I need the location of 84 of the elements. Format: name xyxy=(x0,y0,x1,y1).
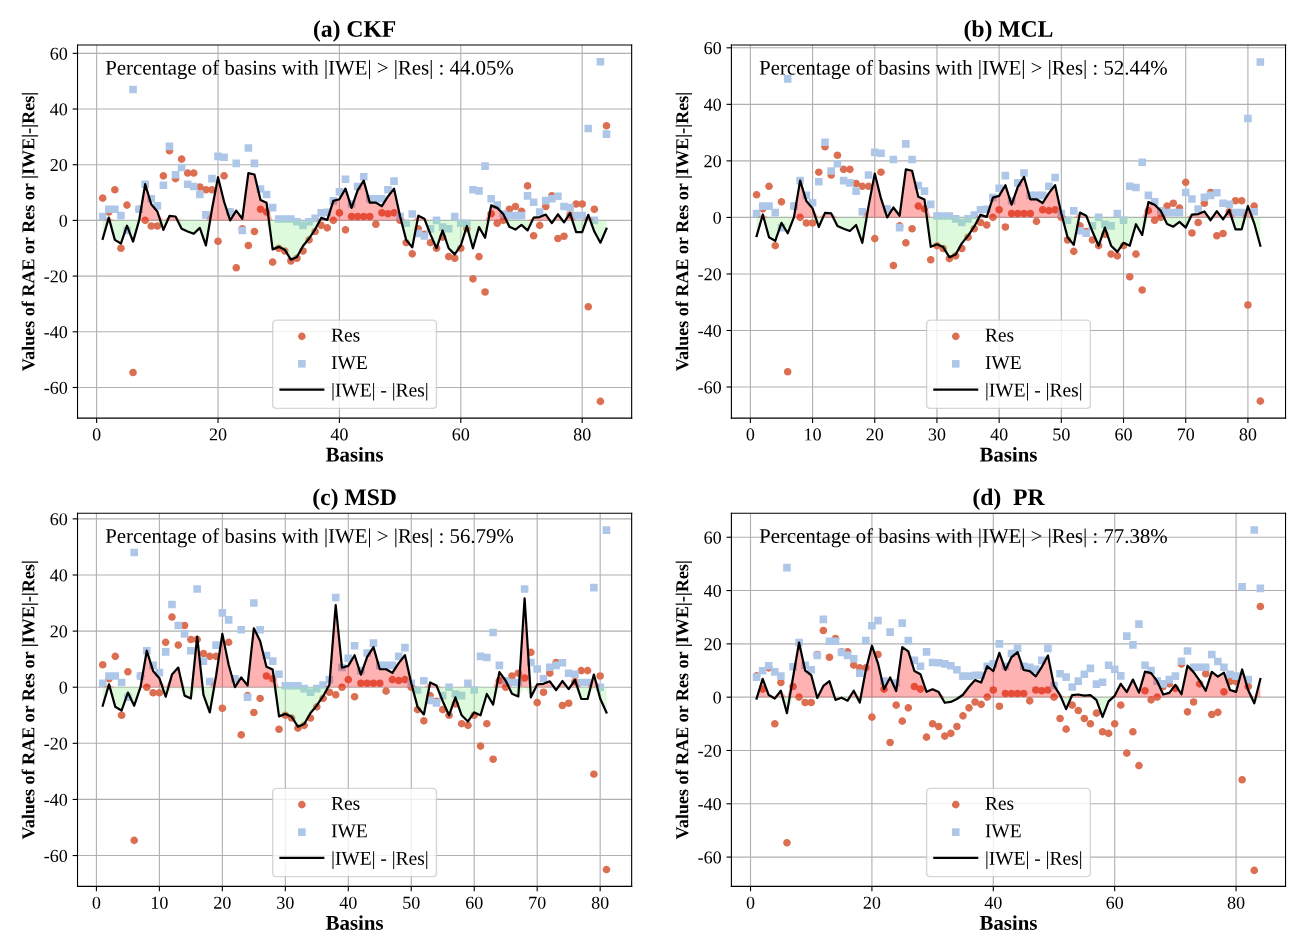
annotation: Percentage of basins with |IWE| > |Res| : 52.44% xyxy=(759,59,1167,80)
x-tick-label: 30 xyxy=(928,428,946,441)
y-tick-label: -40 xyxy=(44,793,68,806)
annotation: Percentage of basins with |IWE| > |Res| : 44.05% xyxy=(105,59,514,80)
x-tick-label: 10 xyxy=(151,896,168,909)
y-tick-label: 20 xyxy=(704,638,721,651)
annotation: Percentage of basins with |IWE| > |Res| : 77.38% xyxy=(759,528,1167,548)
y-axis-title: Values of RAE or Res or |IWE|-|Res| xyxy=(21,561,39,840)
x-tick-label: 40 xyxy=(984,896,1002,909)
y-tick-label: 60 xyxy=(704,531,721,544)
x-tick-label: 60 xyxy=(452,428,470,441)
x-tick-label: 60 xyxy=(465,896,483,909)
y-tick-label: 60 xyxy=(704,42,721,55)
y-tick-label: 0 xyxy=(713,211,721,224)
x-tick-label: 80 xyxy=(591,896,609,909)
x-tick-label: 0 xyxy=(746,428,755,441)
legend-label: |IWE| - |Res| xyxy=(986,851,1082,869)
y-tick-label: -60 xyxy=(698,381,721,394)
y-tick-label: 60 xyxy=(50,47,68,60)
x-tick-label: 80 xyxy=(573,428,591,441)
y-tick-label: -40 xyxy=(698,798,721,811)
y-tick-label: 40 xyxy=(703,584,721,597)
legend-label: |IWE| - |Res| xyxy=(986,382,1082,401)
x-tick-label: 10 xyxy=(805,428,821,441)
x-tick-label: 60 xyxy=(1115,428,1132,441)
y-tick-label: 60 xyxy=(50,513,68,526)
y-tick-label: -40 xyxy=(698,324,721,337)
legend-label: Res xyxy=(985,328,1014,342)
x-axis-title: Basins xyxy=(325,446,384,462)
y-tick-label: 40 xyxy=(50,103,68,116)
legend-label: Res xyxy=(331,797,360,810)
y-axis-title: Values of RAE or Res or |IWE|-|Res| xyxy=(21,93,39,372)
y-tick-label: 0 xyxy=(59,681,68,694)
y-tick-label: -20 xyxy=(698,268,721,281)
x-tick-label: 40 xyxy=(990,428,1008,441)
legend-label: IWE xyxy=(985,824,1021,838)
y-tick-label: 40 xyxy=(703,98,721,111)
chart-title: (c) MSD xyxy=(313,488,396,510)
chart-title: (b) MCL xyxy=(964,20,1053,42)
legend-label: |IWE| - |Res| xyxy=(332,851,428,869)
x-tick-label: 20 xyxy=(863,896,881,909)
legend-label: IWE xyxy=(331,824,367,838)
x-tick-label: 50 xyxy=(403,896,420,909)
x-tick-label: 40 xyxy=(330,428,348,441)
legend-label: |IWE| - |Res| xyxy=(332,382,428,401)
x-tick-label: 80 xyxy=(1239,428,1257,441)
x-tick-label: 60 xyxy=(1106,896,1124,909)
y-axis-title: Values of RAE or Res or |IWE|-|Res| xyxy=(675,561,693,840)
y-tick-label: -60 xyxy=(44,849,68,862)
y-tick-label: 20 xyxy=(704,155,721,168)
x-tick-label: 20 xyxy=(214,896,231,909)
legend-label: Res xyxy=(985,797,1014,810)
x-tick-label: 70 xyxy=(1177,428,1195,441)
x-tick-label: 80 xyxy=(1227,896,1245,909)
x-tick-label: 0 xyxy=(92,428,101,441)
chart-title: (d) PR xyxy=(973,488,1045,510)
x-tick-label: 30 xyxy=(277,896,294,909)
annotation: Percentage of basins with |IWE| > |Res| : 56.79% xyxy=(105,528,514,548)
x-axis-title: Basins xyxy=(979,915,1037,930)
x-tick-label: 70 xyxy=(529,896,546,909)
y-tick-label: -60 xyxy=(44,381,68,394)
legend-label: Res xyxy=(331,328,360,342)
x-tick-label: 40 xyxy=(339,896,357,909)
y-tick-label: -40 xyxy=(44,326,68,339)
y-tick-label: 0 xyxy=(59,214,68,227)
y-tick-label: 40 xyxy=(50,569,68,582)
y-tick-label: -60 xyxy=(698,851,721,864)
y-tick-label: -20 xyxy=(44,270,68,283)
y-tick-label: 20 xyxy=(50,158,68,172)
x-tick-label: 0 xyxy=(746,896,755,909)
y-tick-label: 20 xyxy=(50,625,68,638)
x-tick-label: 20 xyxy=(866,428,884,441)
y-axis-title: Values of RAE or Res or |IWE|-|Res| xyxy=(675,93,693,372)
y-tick-label: -20 xyxy=(44,737,68,750)
y-tick-label: -20 xyxy=(698,744,721,757)
chart-title: (a) CKF xyxy=(313,20,396,42)
y-tick-label: 0 xyxy=(713,691,721,704)
x-tick-label: 20 xyxy=(209,428,227,441)
x-axis-title: Basins xyxy=(325,915,384,930)
legend-label: IWE xyxy=(985,356,1021,370)
x-tick-label: 50 xyxy=(1053,428,1070,441)
x-axis-title: Basins xyxy=(979,446,1037,462)
legend-label: IWE xyxy=(331,356,367,370)
x-tick-label: 0 xyxy=(92,896,101,909)
